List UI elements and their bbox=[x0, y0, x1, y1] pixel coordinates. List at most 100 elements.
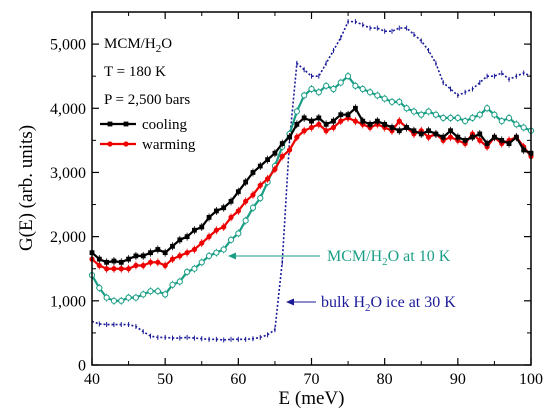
data-point-cooling bbox=[213, 208, 219, 214]
data-point-cooling bbox=[104, 259, 110, 265]
y-tick-label: 5,000 bbox=[50, 37, 86, 54]
data-point-mcm10k bbox=[308, 85, 315, 93]
data-point-mcm10k bbox=[96, 284, 103, 292]
data-point-mcm10k bbox=[403, 105, 410, 112]
data-point-cooling bbox=[309, 118, 314, 124]
data-point-mcm10k bbox=[257, 195, 264, 202]
legend-label-warming: warming bbox=[142, 137, 196, 153]
data-point-mcm10k bbox=[396, 98, 403, 105]
data-point-cooling bbox=[331, 118, 336, 124]
data-point-mcm10k bbox=[388, 98, 396, 105]
x-tick-label: 50 bbox=[157, 371, 173, 388]
data-point-mcm10k bbox=[213, 249, 220, 256]
data-point-warming bbox=[338, 118, 344, 124]
y-tick-label: 4,000 bbox=[50, 101, 86, 118]
data-point-cooling bbox=[126, 256, 131, 262]
data-point-mcm10k bbox=[432, 111, 439, 118]
data-point-mcm10k bbox=[110, 297, 118, 304]
data-point-cooling bbox=[462, 137, 468, 143]
data-point-warming bbox=[213, 227, 219, 233]
legend-marker-warming bbox=[107, 141, 113, 147]
data-point-mcm10k bbox=[344, 73, 352, 80]
data-point-warming bbox=[330, 124, 337, 131]
data-point-warming bbox=[125, 266, 132, 272]
annotation-label-mcm10k: MCM/H2O at 10 K bbox=[327, 248, 451, 268]
data-point-mcm10k bbox=[242, 217, 249, 224]
data-point-cooling bbox=[426, 128, 431, 134]
data-point-mcm10k bbox=[520, 124, 527, 131]
data-point-warming bbox=[323, 128, 329, 134]
data-point-mcm10k bbox=[484, 105, 491, 112]
annotation-mcm10k: MCM/H2O at 10 K bbox=[228, 248, 451, 268]
data-point-cooling bbox=[396, 128, 402, 134]
data-point-cooling bbox=[192, 227, 197, 233]
data-point-mcm10k bbox=[374, 92, 381, 99]
data-point-cooling bbox=[155, 247, 161, 252]
data-point-cooling bbox=[521, 147, 527, 153]
data-point-cooling bbox=[111, 258, 117, 264]
data-point-mcm10k bbox=[447, 114, 454, 122]
data-point-cooling bbox=[470, 134, 475, 140]
data-point-warming bbox=[199, 240, 205, 246]
data-point-cooling bbox=[140, 253, 146, 259]
data-point-warming bbox=[286, 147, 293, 153]
legend-marker-cooling bbox=[123, 121, 129, 127]
data-point-warming bbox=[396, 118, 402, 124]
data-point-cooling bbox=[513, 134, 519, 140]
data-point-warming bbox=[206, 234, 212, 240]
data-point-cooling bbox=[301, 115, 307, 121]
data-point-cooling bbox=[184, 234, 190, 240]
data-point-mcm10k bbox=[462, 118, 469, 125]
annotation-text-sub: 2 bbox=[382, 256, 388, 268]
data-point-cooling bbox=[221, 205, 227, 211]
data-point-cooling bbox=[404, 125, 410, 130]
data-point-mcm10k bbox=[498, 118, 505, 125]
data-point-cooling bbox=[250, 170, 256, 175]
data-point-cooling bbox=[177, 237, 183, 243]
data-point-cooling bbox=[257, 163, 263, 169]
data-point-cooling bbox=[294, 121, 300, 127]
series-layer bbox=[88, 19, 535, 343]
x-tick-label: 80 bbox=[377, 371, 393, 388]
x-tick-label: 70 bbox=[304, 371, 320, 388]
data-point-cooling bbox=[272, 150, 278, 156]
sample-label-sub: 2 bbox=[156, 43, 162, 55]
data-point-cooling bbox=[506, 141, 512, 146]
data-point-warming bbox=[104, 266, 110, 272]
data-point-mcm10k bbox=[118, 297, 125, 304]
ticks-layer: 40 50 60 70 80 90 100 0 1,000 2,000 3,000 4,000 5,00… bbox=[50, 11, 543, 388]
x-tick-label: 90 bbox=[450, 371, 466, 388]
data-point-mcm10k bbox=[476, 111, 483, 118]
data-point-mcm10k bbox=[425, 108, 432, 115]
y-axis-title: G(E) (arb. units) bbox=[16, 125, 37, 251]
data-point-mcm10k bbox=[513, 121, 520, 128]
legend-item-cooling: cooling bbox=[100, 117, 187, 133]
data-point-warming bbox=[177, 253, 183, 259]
data-point-cooling bbox=[199, 224, 205, 230]
data-point-mcm10k bbox=[454, 114, 461, 122]
data-point-cooling bbox=[353, 105, 358, 111]
data-point-warming bbox=[316, 121, 322, 127]
x-tick-label: 40 bbox=[84, 371, 100, 388]
data-point-mcm10k bbox=[103, 294, 110, 301]
data-point-warming bbox=[250, 192, 256, 198]
data-point-cooling bbox=[323, 121, 329, 127]
data-point-mcm10k bbox=[323, 82, 330, 89]
legend-label-cooling: cooling bbox=[142, 117, 187, 133]
data-point-cooling bbox=[279, 141, 285, 146]
data-point-mcm10k bbox=[198, 259, 205, 266]
temperature-label: T = 180 K bbox=[104, 64, 166, 80]
data-point-warming bbox=[184, 250, 190, 256]
data-point-cooling bbox=[148, 250, 153, 256]
data-point-warming bbox=[228, 214, 234, 220]
data-point-cooling bbox=[374, 118, 380, 124]
data-point-warming bbox=[272, 166, 278, 172]
data-point-cooling bbox=[448, 128, 453, 134]
data-point-warming bbox=[118, 266, 124, 272]
data-point-mcm10k bbox=[205, 252, 213, 259]
info-box: MCM/H2O T = 180 K P = 2,500 bars bbox=[104, 36, 190, 108]
data-point-warming bbox=[477, 137, 483, 143]
data-point-cooling bbox=[316, 115, 322, 121]
data-point-warming bbox=[447, 134, 454, 140]
